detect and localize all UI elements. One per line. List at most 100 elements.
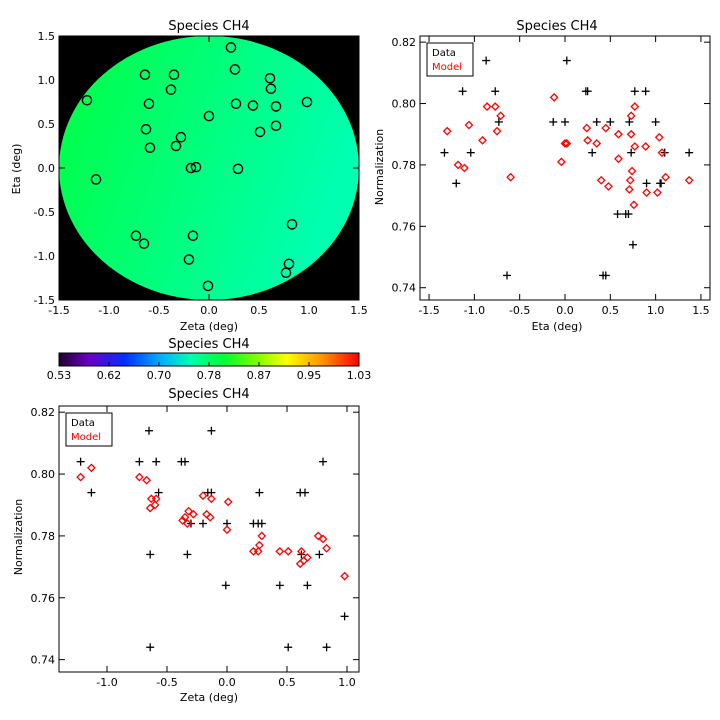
map-source-marker: [187, 230, 199, 242]
map-source-marker: [283, 258, 295, 270]
eta-model-point: [492, 126, 502, 136]
eta-data-point: [440, 148, 449, 157]
eta-model-point: [560, 139, 570, 148]
map-xlabel: Zeta (deg): [180, 320, 238, 333]
map-source-marker: [168, 69, 180, 81]
normalization-vs-eta-panel: Species CH4 -1.5 -1.0 -0.5 0.0 0.5 1.0 1.5 0.74…: [373, 19, 711, 333]
eta-data-point: [592, 117, 601, 126]
map-disk: [59, 36, 359, 300]
map-source-marker: [175, 131, 187, 143]
zeta-model-point: [318, 534, 328, 544]
zeta-data-point: [183, 550, 192, 559]
zeta-model-point: [76, 472, 86, 482]
zeta-plot-area: -1.0 -0.5 0.0 0.5 1.0 0.74 0.76 0.78 0.80 0.82 Dat…: [31, 405, 360, 689]
eta-xtick-label: -1.0: [464, 304, 485, 317]
eta-model-point: [684, 175, 694, 185]
eta-legend-model: Model: [432, 62, 462, 73]
zeta-data-point: [135, 457, 144, 466]
zeta-model-point: [151, 494, 161, 504]
eta-xtick-label: 1.0: [647, 304, 665, 317]
eta-data-point: [613, 210, 622, 219]
eta-model-point: [549, 92, 559, 102]
map-source-marker: [170, 140, 182, 152]
zeta-data-point: [181, 457, 189, 466]
zeta-title: Species CH4: [168, 387, 249, 402]
zeta-model-point: [198, 491, 208, 501]
zeta-model-point: [296, 546, 306, 556]
colorbar-tick-label: 0.95: [297, 369, 322, 382]
zeta-model-point: [248, 546, 258, 556]
zeta-model-point: [223, 497, 233, 507]
zeta-data-point: [145, 426, 153, 435]
eta-model-point: [641, 142, 651, 151]
map-source-marker: [203, 110, 215, 122]
map-source-marker: [138, 238, 150, 249]
map-source-marker: [143, 98, 155, 110]
eta-data-point: [627, 148, 636, 157]
eta-model-point: [626, 111, 636, 121]
zeta-ylabel: Normalization: [12, 499, 25, 575]
zeta-model-point: [322, 543, 332, 553]
eta-xtick-label: 0.5: [602, 304, 620, 317]
map-source-marker: [301, 96, 313, 108]
zeta-model-point: [302, 553, 312, 562]
eta-model-point: [653, 188, 662, 197]
map-xtick-label: 0.0: [200, 304, 218, 317]
map-source-marker: [90, 174, 102, 185]
eta-data-point: [482, 56, 491, 65]
zeta-model-point: [188, 509, 198, 519]
colorbar-tick-label: 1.03: [347, 369, 372, 382]
zeta-data-point: [303, 581, 312, 590]
map-xtick-label: 0.5: [250, 304, 268, 317]
eta-model-point: [490, 102, 500, 112]
map-source-marker: [265, 83, 277, 95]
zeta-data-point: [76, 457, 85, 466]
eta-model-point: [604, 181, 613, 191]
eta-model-point: [654, 132, 664, 142]
map-xtick-label: 1.5: [350, 304, 368, 317]
eta-model-point: [459, 163, 469, 173]
eta-xtick-label: -0.5: [509, 304, 530, 317]
map-ytick-label: -0.5: [34, 206, 55, 219]
eta-model-point: [556, 157, 566, 167]
map-source-marker: [229, 64, 241, 75]
eta-data-point: [628, 240, 637, 249]
eta-data-point: [503, 271, 511, 280]
zeta-xtick-label: -1.0: [96, 676, 117, 689]
eta-model-point: [453, 160, 463, 170]
zeta-data-point: [284, 643, 293, 652]
zeta-ytick-label: 0.74: [31, 654, 56, 667]
zeta-model-point: [142, 475, 152, 485]
colorbar-tick-label: 0.70: [147, 369, 172, 382]
zeta-model-point: [222, 525, 232, 535]
zeta-model-point: [206, 494, 216, 504]
eta-model-point: [582, 123, 592, 133]
zeta-data-point: [340, 612, 349, 621]
zeta-model-point: [134, 472, 144, 482]
eta-model-point: [601, 123, 611, 133]
zeta-data-point: [221, 581, 230, 590]
map-source-marker: [230, 98, 242, 110]
zeta-model-point: [340, 571, 350, 581]
eta-model-point: [642, 188, 651, 197]
eta-data-point: [561, 117, 569, 126]
eta-xtick-label: 1.5: [692, 304, 710, 317]
zeta-eta-map-panel: Species CH4 -1.5 -1.0 -0.5 0.0 0.5 1.0 1.5-1.5…: [10, 19, 368, 333]
eta-title: Species CH4: [516, 19, 597, 34]
eta-xtick-label: -1.5: [418, 304, 439, 317]
eta-model-point: [626, 129, 636, 139]
zeta-data-point: [207, 426, 216, 435]
eta-data-point: [452, 179, 461, 188]
map-xtick-label: 1.0: [300, 304, 318, 317]
map-source-marker: [190, 161, 202, 173]
zeta-data-point: [199, 519, 207, 528]
zeta-model-point: [182, 519, 192, 528]
map-source-marker: [264, 72, 276, 84]
zeta-legend-box: [65, 412, 113, 447]
eta-model-point: [614, 154, 623, 164]
eta-data-point: [651, 117, 660, 126]
eta-model-point: [630, 142, 640, 151]
map-source-marker: [185, 162, 197, 174]
zeta-ytick-label: 0.82: [31, 406, 56, 419]
zeta-model-point: [253, 546, 263, 556]
